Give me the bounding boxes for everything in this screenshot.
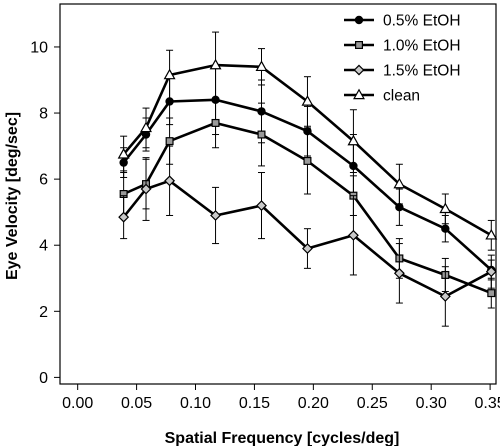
legend-marker bbox=[355, 40, 364, 49]
legend-label: 1.5% EtOH bbox=[383, 63, 461, 80]
series-1-0pct-etoh bbox=[119, 97, 496, 309]
data-point-1-0pct-etoh bbox=[257, 130, 266, 139]
data-point-0-5pct-etoh bbox=[441, 224, 450, 233]
series-1-5pct-etoh bbox=[118, 145, 497, 327]
legend: 0.5% EtOH 1.0% EtOH 1.5% EtOH clean bbox=[344, 13, 461, 105]
data-point-clean bbox=[163, 68, 176, 80]
data-point-1-5pct-etoh bbox=[485, 266, 497, 278]
data-point-1-5pct-etoh bbox=[164, 175, 176, 187]
plot-frame bbox=[59, 3, 497, 385]
series-line-1-5pct-etoh bbox=[122, 179, 492, 298]
legend-entry-clean: clean bbox=[344, 88, 420, 105]
legend-marker bbox=[353, 88, 365, 100]
data-point-clean bbox=[485, 228, 498, 240]
y-tick-label: 2 bbox=[39, 304, 48, 321]
series-line-0-5pct-etoh bbox=[122, 98, 493, 271]
tick-labels: 0.00 0.05 0.10 0.15 0.20 0.25 0.30 0.35 0 2 4 6 8 10 bbox=[30, 39, 500, 412]
data-point-clean bbox=[117, 147, 130, 159]
legend-entry-1-0pct-etoh: 1.0% EtOH bbox=[344, 38, 461, 55]
data-point-1-5pct-etoh bbox=[347, 229, 359, 241]
data-point-clean bbox=[439, 202, 452, 214]
data-point-clean bbox=[393, 177, 406, 189]
data-point-clean bbox=[255, 60, 268, 72]
x-tick-label: 0.00 bbox=[62, 395, 93, 412]
data-point-1-0pct-etoh bbox=[165, 137, 174, 146]
series-line-1-0pct-etoh bbox=[123, 121, 492, 295]
y-axis-title: Eye Velocity [deg/sec] bbox=[4, 112, 21, 280]
x-tick-label: 0.10 bbox=[180, 395, 211, 412]
x-tick-label: 0.05 bbox=[121, 395, 152, 412]
legend-entry-0-5pct-etoh: 0.5% EtOH bbox=[344, 13, 461, 30]
legend-marker bbox=[353, 64, 365, 76]
legend-label: clean bbox=[383, 88, 420, 105]
series-line-clean bbox=[122, 63, 492, 237]
data-point-1-5pct-etoh bbox=[210, 210, 221, 221]
legend-entry-1-5pct-etoh: 1.5% EtOH bbox=[344, 63, 461, 80]
data-point-1-5pct-etoh bbox=[256, 200, 267, 212]
x-tick-label: 0.15 bbox=[239, 395, 270, 412]
series-layer bbox=[117, 31, 498, 327]
y-tick-label: 0 bbox=[39, 370, 48, 387]
x-tick-label: 0.20 bbox=[298, 395, 329, 412]
data-point-1-0pct-etoh bbox=[487, 289, 496, 298]
data-point-1-5pct-etoh bbox=[118, 211, 130, 223]
x-axis-title: Spatial Frequency [cycles/deg] bbox=[165, 430, 400, 446]
y-tick-label: 10 bbox=[30, 39, 48, 56]
x-tick-label: 0.25 bbox=[357, 395, 388, 412]
data-point-1-5pct-etoh bbox=[393, 267, 405, 279]
y-tick-label: 6 bbox=[39, 172, 48, 189]
data-point-clean bbox=[140, 121, 152, 133]
series-clean bbox=[117, 31, 498, 251]
data-point-1-0pct-etoh bbox=[303, 156, 312, 165]
data-point-clean bbox=[301, 95, 314, 106]
x-tick-label: 0.30 bbox=[416, 395, 447, 412]
data-point-clean bbox=[209, 58, 222, 70]
y-tick-label: 8 bbox=[39, 106, 48, 123]
data-point-1-5pct-etoh bbox=[140, 183, 152, 195]
data-point-clean bbox=[347, 134, 360, 146]
legend-marker bbox=[354, 15, 364, 25]
data-point-1-5pct-etoh bbox=[439, 290, 451, 302]
legend-label: 1.0% EtOH bbox=[383, 38, 461, 55]
legend-label: 0.5% EtOH bbox=[383, 13, 461, 30]
data-point-0-5pct-etoh bbox=[395, 203, 404, 212]
x-tick-label: 0.35 bbox=[475, 395, 500, 412]
data-point-1-0pct-etoh bbox=[211, 118, 220, 127]
y-tick-label: 4 bbox=[39, 238, 48, 255]
axis-ticks bbox=[54, 46, 491, 390]
data-point-1-5pct-etoh bbox=[302, 243, 313, 254]
